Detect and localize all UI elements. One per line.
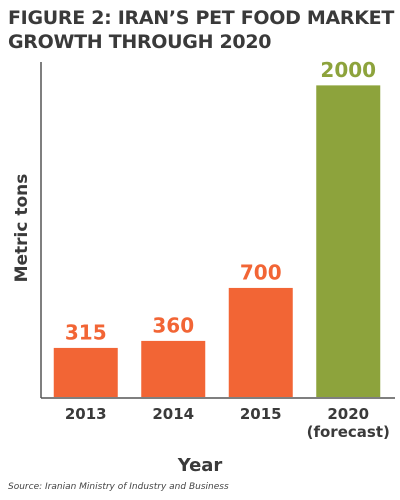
source-note: Source: Iranian Ministry of Industry and… (8, 482, 229, 492)
x-tick-label: 2014 (152, 405, 195, 423)
bar (228, 287, 293, 397)
y-axis-label: Metric tons (12, 173, 32, 283)
bar (316, 85, 381, 397)
value-label: 700 (240, 260, 282, 284)
chart-title: FIGURE 2: IRAN’S PET FOOD MARKET GROWTH … (8, 7, 395, 53)
bar (141, 340, 206, 397)
x-tick-label: 2015 (239, 405, 282, 423)
x-axis-label: Year (177, 455, 223, 476)
x-tick-label: 2020 (forecast) (306, 405, 390, 441)
x-tick-label: 2013 (64, 405, 107, 423)
value-label: 2000 (320, 58, 376, 82)
bar (53, 347, 118, 397)
value-label: 360 (152, 313, 194, 337)
value-label: 315 (65, 320, 107, 344)
